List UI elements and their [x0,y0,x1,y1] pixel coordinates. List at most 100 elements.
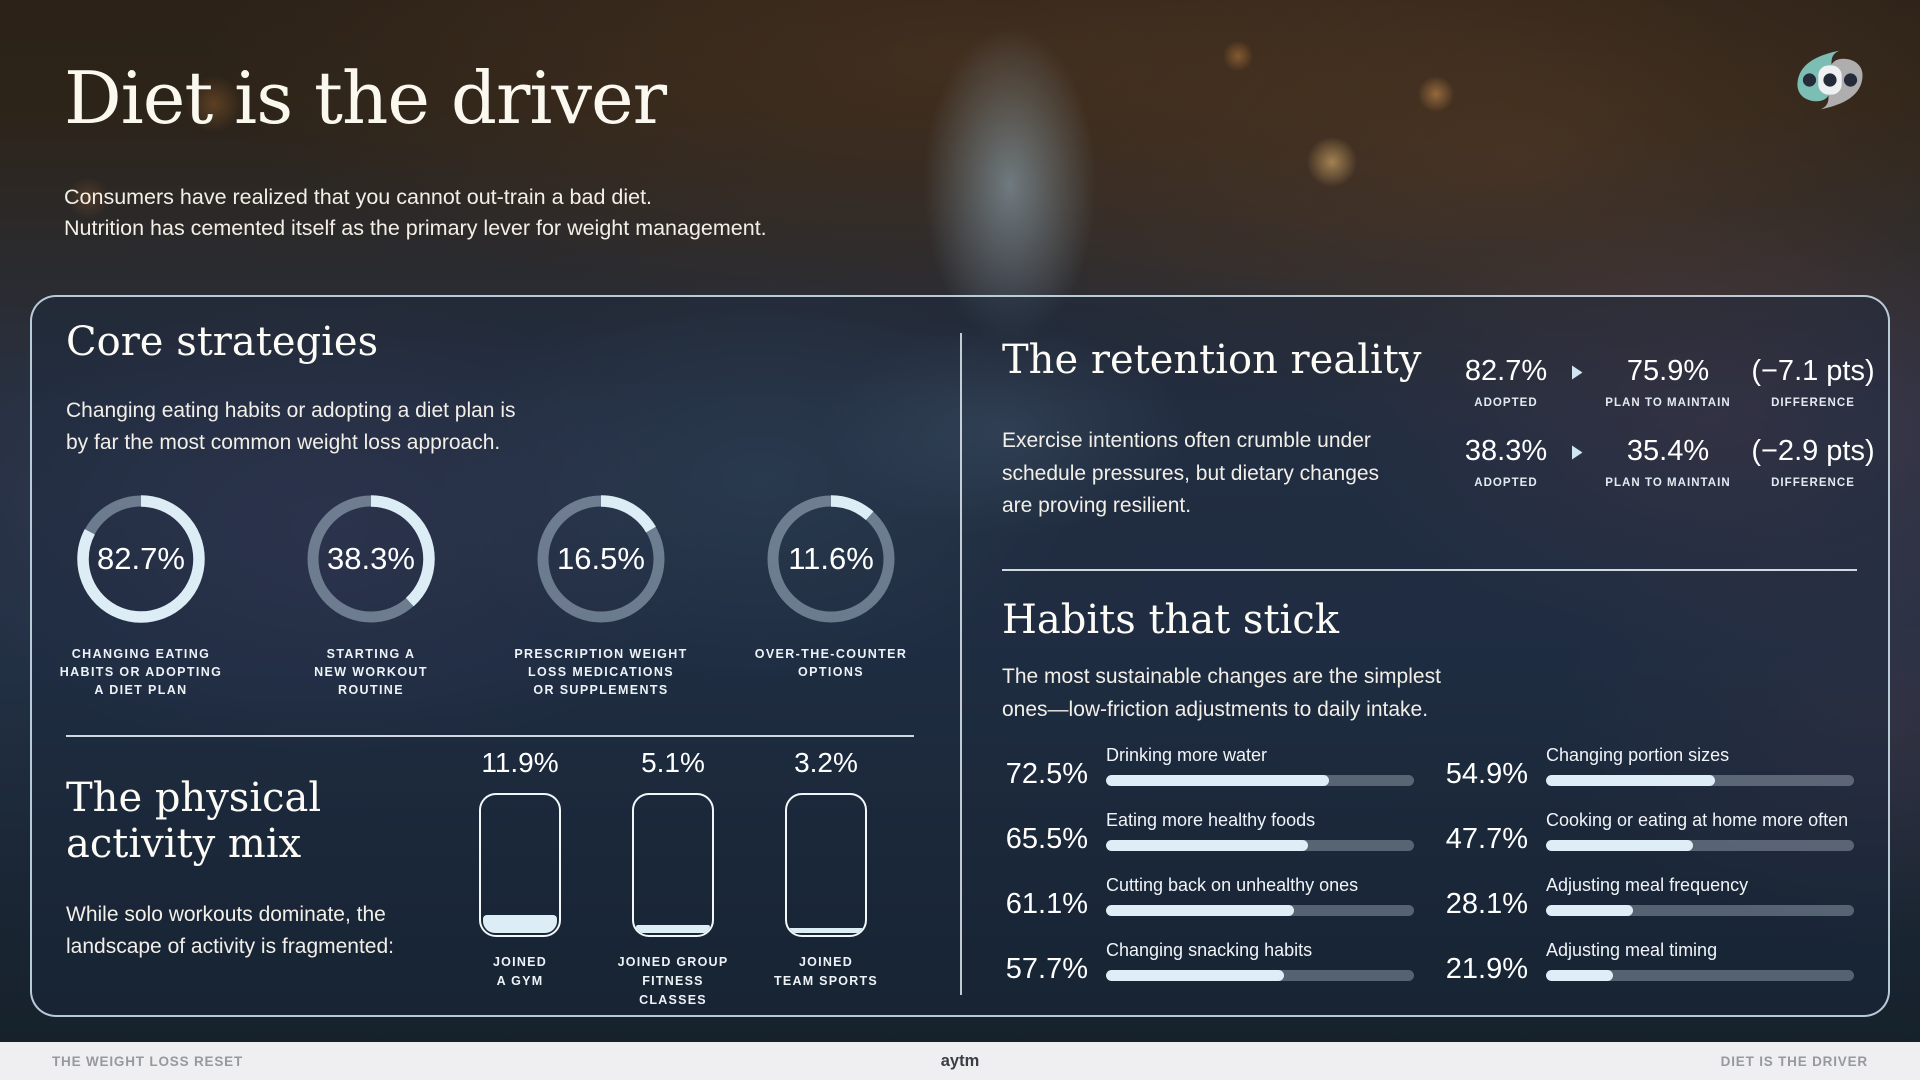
maintain-label: PLAN TO MAINTAIN [1605,477,1731,489]
habits-desc: The most sustainable changes are the sim… [1002,665,1441,721]
donut-label: OVER-THE-COUNTER OPTIONS [754,647,908,680]
core-strategies-title: Core strategies [66,319,379,365]
habit-bar-fill [1106,905,1295,916]
habit-bar-fill [1106,775,1330,786]
activity-bar-fill [789,928,863,933]
maintain-label: PLAN TO MAINTAIN [1605,397,1731,409]
activity-bar: 3.2% JOINED TEAM SPORTS [766,747,886,1009]
activity-bar-tube [632,793,714,937]
difference-label: DIFFERENCE [1771,477,1855,489]
habit-row: 54.9% Changing portion sizes [1442,745,1854,790]
arrow-right-icon [1562,435,1592,461]
habit-value: 65.5% [1005,823,1088,855]
activity-bar-fill [483,914,557,933]
habits-bar-chart: 72.5% Drinking more water 65.5% Eating m… [1002,745,1854,1005]
page-title: Diet is the driver [64,56,667,140]
footer-slide-title: DIET IS THE DRIVER [1720,1053,1868,1069]
habit-label: Changing portion sizes [1546,745,1730,765]
habit-label: Eating more healthy foods [1106,810,1316,830]
activity-mix-desc: While solo workouts dominate, the landsc… [66,903,395,958]
habit-label: Cooking or eating at home more often [1546,810,1849,830]
habit-row: 72.5% Drinking more water [1002,745,1414,790]
activity-bar-label: JOINED TEAM SPORTS [773,955,879,988]
right-section-divider [1002,569,1857,571]
donut-chart: 16.5% [535,493,667,625]
left-section-divider [66,735,914,737]
donut-value: 16.5% [557,541,645,576]
donut-chart: 82.7% [75,493,207,625]
habit-label: Changing snacking habits [1106,940,1313,960]
donut-chart: 11.6% [765,493,897,625]
adopted-label: ADOPTED [1474,397,1538,409]
maintain-value: 35.4% [1626,435,1710,467]
arrow-right-icon [1562,355,1592,381]
activity-bar-tube [785,793,867,937]
footer-bar: THE WEIGHT LOSS RESET aytm DIET IS THE D… [0,1042,1920,1080]
habit-bar-track [1546,905,1854,916]
retention-title: The retention reality [1002,337,1422,383]
activity-bar-value: 5.1% [641,747,705,778]
activity-bar: 5.1% JOINED GROUP FITNESS CLASSES [613,747,733,1009]
habit-bar-track [1546,970,1854,981]
habit-label: Adjusting meal timing [1546,940,1718,960]
adopted-value: 82.7% [1464,355,1548,387]
activity-bar-label: JOINED GROUP FITNESS CLASSES [617,955,729,1007]
habit-bar-track [1106,775,1414,786]
habits-title: Habits that stick [1002,597,1339,643]
adopted-value: 38.3% [1464,435,1548,467]
activity-bar-fill [636,925,710,933]
page-subtitle: Consumers have realized that you cannot … [64,185,767,241]
main-panel: Core strategies Changing eating habits o… [30,295,1890,1017]
donut-value: 11.6% [788,541,874,576]
maintain-value: 75.9% [1626,355,1710,387]
habit-row: 57.7% Changing snacking habits [1002,940,1414,985]
retention-row: 38.3% ADOPTED 35.4% PLAN TO MAINTAIN (−2… [1450,435,1882,489]
activity-bar-chart: 11.9% JOINED A GYM 5.1% JOINED GROUP FIT… [460,747,886,1009]
habit-label: Drinking more water [1106,745,1268,765]
donut-chart: 38.3% [305,493,437,625]
habit-bar-fill [1546,775,1716,786]
donut-item: 82.7% CHANGING EATING HABITS OR ADOPTING… [48,493,234,699]
activity-bar-label: JOINED A GYM [492,955,548,988]
habit-bar-track [1546,775,1854,786]
habit-bar-track [1106,970,1414,981]
donut-label: PRESCRIPTION WEIGHT LOSS MEDICATIONS OR … [514,647,688,698]
activity-mix-title: The physical activity mix [66,775,322,867]
habit-value: 57.7% [1005,953,1088,985]
habit-label: Cutting back on unhealthy ones [1106,875,1359,895]
adopted-label: ADOPTED [1474,477,1538,489]
core-strategies-donut-row: 82.7% CHANGING EATING HABITS OR ADOPTING… [48,493,924,699]
habit-label: Adjusting meal frequency [1546,875,1749,895]
donut-value: 38.3% [327,541,415,576]
footer-report-title: THE WEIGHT LOSS RESET [52,1053,244,1069]
habits-column-left: 72.5% Drinking more water 65.5% Eating m… [1002,745,1414,1005]
donut-label: CHANGING EATING HABITS OR ADOPTING A DIE… [59,647,223,698]
habit-row: 28.1% Adjusting meal frequency [1442,875,1854,920]
aytm-logo-icon [1786,48,1874,117]
habit-bar-track [1106,905,1414,916]
retention-desc: Exercise intentions often crumble under … [1002,429,1380,518]
donut-item: 16.5% PRESCRIPTION WEIGHT LOSS MEDICATIO… [508,493,694,699]
donut-value: 82.7% [97,541,185,576]
difference-value: (−7.1 pts) [1751,355,1875,387]
habit-row: 65.5% Eating more healthy foods [1002,810,1414,855]
footer-brand: aytm [940,1051,980,1070]
activity-bar-value: 11.9% [481,747,559,778]
habit-bar-fill [1546,970,1614,981]
difference-label: DIFFERENCE [1771,397,1855,409]
donut-item: 11.6% OVER-THE-COUNTER OPTIONS [738,493,924,699]
habit-row: 61.1% Cutting back on unhealthy ones [1002,875,1414,920]
habit-value: 61.1% [1005,888,1088,920]
habit-value: 72.5% [1005,758,1088,790]
activity-bar: 11.9% JOINED A GYM [460,747,580,1009]
habit-bar-track [1546,840,1854,851]
core-strategies-desc: Changing eating habits or adopting a die… [66,399,516,454]
habit-bar-fill [1546,840,1693,851]
habit-value: 47.7% [1445,823,1528,855]
activity-bar-value: 3.2% [794,747,858,778]
donut-item: 38.3% STARTING A NEW WORKOUT ROUTINE [278,493,464,699]
retention-metrics: 82.7% ADOPTED 75.9% PLAN TO MAINTAIN (−7… [1450,355,1882,489]
habit-bar-fill [1106,970,1284,981]
habit-bar-fill [1546,905,1633,916]
habit-row: 21.9% Adjusting meal timing [1442,940,1854,985]
